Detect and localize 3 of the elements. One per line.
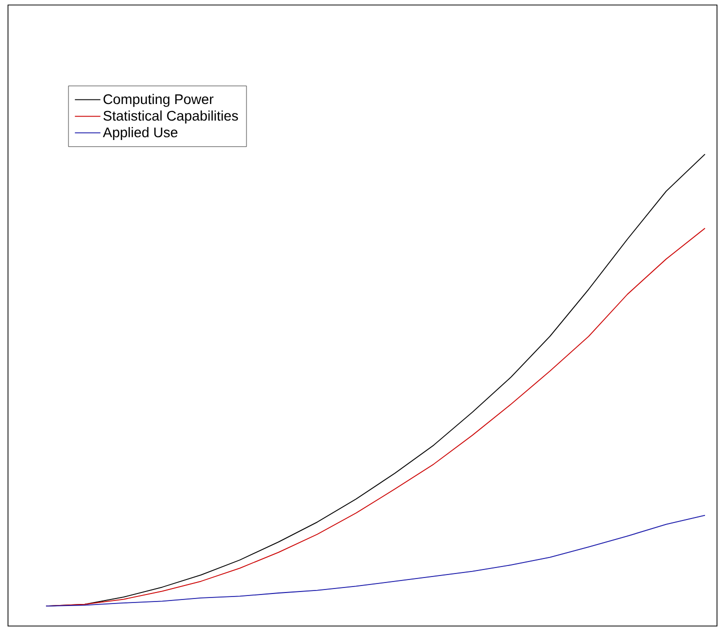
legend-label: Applied Use (102, 127, 178, 140)
legend-label: Statistical Capabilities (103, 110, 238, 124)
legend-label: Computing Power (104, 94, 214, 107)
